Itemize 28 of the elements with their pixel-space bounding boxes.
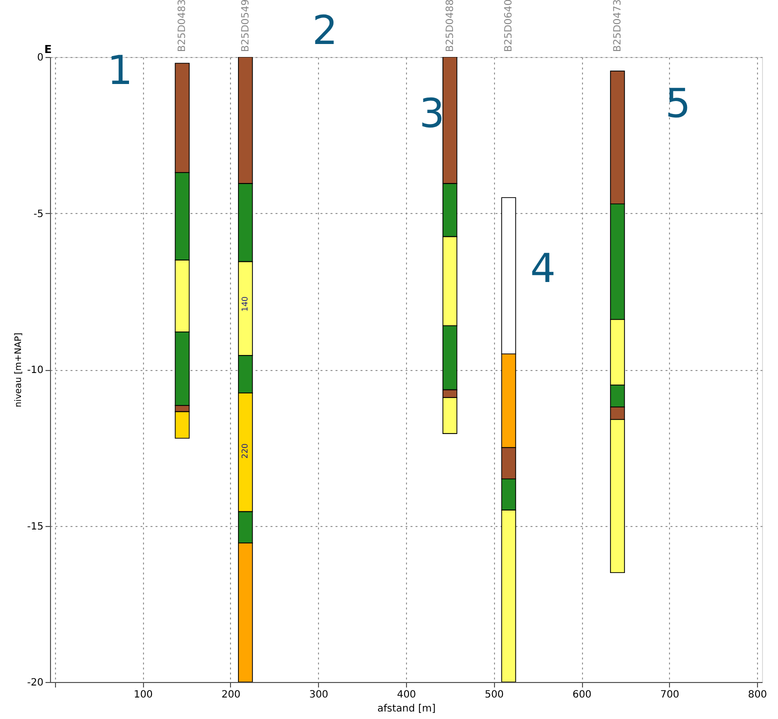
x-tick-label: 600	[572, 690, 592, 700]
x-tick-label: 200	[221, 690, 241, 700]
annotation: 140	[240, 296, 250, 312]
annotation: 4	[530, 246, 556, 292]
text: B25D0549	[240, 0, 252, 52]
x-tick-label: 700	[660, 690, 680, 700]
text: E	[44, 43, 52, 56]
x-tick-label: 500	[484, 690, 504, 700]
y-tick-label: -5	[34, 208, 44, 220]
text: B25D0488	[444, 0, 456, 52]
annotation: 5	[665, 81, 691, 127]
y-tick-label: -20	[27, 678, 44, 688]
y-axis-title: niveau [m+NAP]	[14, 332, 24, 408]
x-tick-label: 800	[748, 690, 768, 700]
text: B25D0640	[504, 0, 515, 52]
text: 2	[312, 8, 338, 54]
annotation: 1	[107, 48, 133, 94]
y-tick-label: 0	[37, 52, 44, 64]
y-tick-label: -15	[27, 521, 44, 532]
annotation: 220	[240, 443, 250, 459]
y-tick-label: -10	[27, 365, 44, 376]
text: B25D0473	[612, 0, 624, 52]
x-tick-label: 100	[134, 690, 153, 700]
text: B25D0483	[177, 0, 188, 52]
x-tick-label: 300	[309, 690, 328, 700]
annotation: 3	[419, 91, 445, 137]
x-axis-title: afstand [m]	[377, 704, 436, 714]
x-tick-label: 400	[396, 690, 416, 700]
